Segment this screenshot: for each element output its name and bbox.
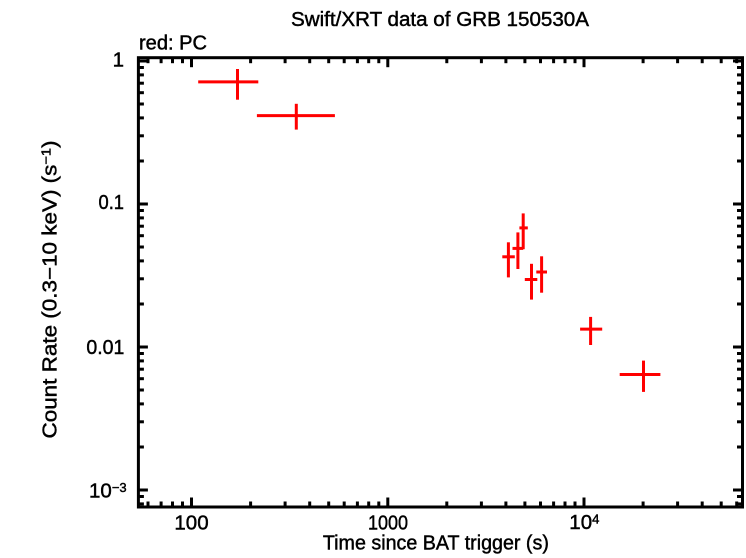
svg-text:red: PC: red: PC (139, 32, 207, 54)
svg-text:0.1: 0.1 (99, 191, 125, 214)
svg-text:100: 100 (174, 511, 208, 534)
svg-text:10−3: 10−3 (89, 480, 127, 503)
svg-text:1: 1 (113, 48, 124, 71)
svg-text:Swift/XRT data of GRB 150530A: Swift/XRT data of GRB 150530A (291, 9, 590, 31)
svg-text:Time since BAT trigger (s): Time since BAT trigger (s) (323, 533, 549, 555)
svg-text:1000: 1000 (368, 511, 408, 534)
svg-text:Count Rate (0.3−10 keV) (s−1): Count Rate (0.3−10 keV) (s−1) (39, 141, 62, 439)
svg-text:104: 104 (569, 511, 599, 534)
svg-text:0.01: 0.01 (86, 336, 124, 359)
